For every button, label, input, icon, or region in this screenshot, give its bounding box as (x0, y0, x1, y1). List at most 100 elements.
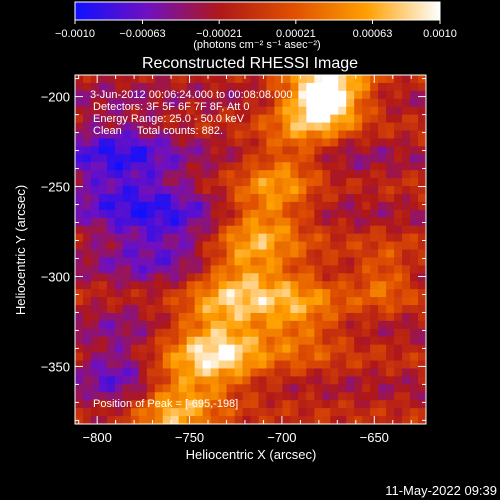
heatmap-cell (178, 360, 188, 370)
heatmap-cell (290, 360, 299, 370)
heatmap-cell (362, 384, 371, 393)
heatmap-cell (410, 352, 419, 362)
heatmap-cell (418, 186, 426, 195)
heatmap-cell (306, 233, 315, 243)
heatmap-cell (162, 186, 172, 195)
heatmap-cell (210, 408, 220, 417)
heatmap-cell (362, 352, 371, 362)
heatmap-cell (370, 170, 379, 179)
heatmap-cell (226, 154, 236, 163)
heatmap-cell (146, 225, 156, 235)
heatmap-cell (290, 392, 299, 401)
heatmap-cell (370, 344, 379, 354)
heatmap-cell (410, 384, 419, 393)
heatmap-cell (394, 281, 403, 290)
heatmap-cell (98, 106, 108, 116)
heatmap-cell (306, 368, 315, 378)
heatmap-cell (418, 281, 426, 290)
heatmap-cell (338, 75, 347, 84)
heatmap-cell (178, 400, 188, 409)
heatmap-cell (234, 122, 244, 132)
heatmap-cell (122, 281, 132, 290)
heatmap-cell (362, 75, 371, 84)
heatmap-cell (162, 336, 172, 346)
heatmap-cell (226, 392, 236, 401)
heatmap-cell (290, 400, 299, 409)
heatmap-cell (106, 297, 116, 306)
heatmap-cell (114, 130, 124, 140)
heatmap-cell (250, 376, 260, 385)
heatmap-cell (386, 249, 395, 259)
heatmap-cell (114, 233, 124, 243)
heatmap-cell (242, 336, 252, 346)
heatmap-cell (98, 368, 108, 378)
heatmap-cell (418, 352, 426, 362)
heatmap-cell (218, 130, 228, 140)
heatmap-cell (418, 201, 426, 211)
heatmap-cell (170, 162, 180, 171)
heatmap-cell (282, 106, 291, 116)
heatmap-cell (378, 130, 387, 140)
heatmap-cell (298, 178, 307, 187)
heatmap-cell (338, 154, 347, 163)
heatmap-cell (170, 201, 180, 211)
annotation-energy-range: Energy Range: 25.0 - 50.0 keV (93, 113, 245, 125)
heatmap-cell (362, 241, 371, 251)
heatmap-cell (322, 384, 331, 393)
heatmap-cell (170, 178, 180, 187)
heatmap-cell (298, 344, 307, 354)
heatmap-cell (338, 384, 347, 393)
heatmap-cell (162, 360, 172, 370)
heatmap-cell (322, 114, 331, 124)
heatmap-cell (114, 209, 124, 219)
heatmap-cell (186, 312, 196, 322)
heatmap-cell (274, 320, 284, 330)
heatmap-cell (178, 297, 188, 306)
heatmap-cell (178, 273, 188, 282)
heatmap-cell (274, 217, 284, 227)
heatmap-cell (218, 249, 228, 259)
heatmap-cell (146, 328, 156, 338)
heatmap-cell (82, 241, 92, 251)
heatmap-cell (242, 312, 252, 322)
heatmap-cell (370, 98, 379, 108)
heatmap-cell (354, 281, 363, 290)
heatmap-cell (186, 75, 196, 84)
heatmap-cell (338, 201, 347, 211)
heatmap-cell (418, 241, 426, 251)
heatmap-cell (242, 249, 252, 259)
heatmap-cell (75, 305, 84, 314)
heatmap-cell (370, 336, 379, 346)
heatmap-cell (298, 98, 307, 108)
heatmap-cell (226, 273, 236, 282)
heatmap-cell (75, 400, 84, 409)
heatmap-cell (362, 233, 371, 243)
heatmap-cell (386, 265, 395, 274)
heatmap-cell (130, 122, 140, 132)
heatmap-cell (402, 297, 411, 306)
heatmap-cell (234, 273, 244, 282)
heatmap-cell (394, 193, 403, 203)
heatmap-cell (410, 344, 419, 354)
heatmap-cell (98, 130, 108, 140)
heatmap-cell (98, 122, 108, 132)
heatmap-cell (250, 289, 260, 298)
heatmap-cell (75, 336, 84, 346)
heatmap-cell (146, 273, 156, 282)
heatmap-cell (242, 98, 252, 108)
heatmap-cell (330, 82, 339, 92)
heatmap-cell (234, 162, 244, 171)
heatmap-cell (218, 273, 228, 282)
heatmap-cell (314, 352, 323, 362)
heatmap-cell (322, 209, 331, 219)
heatmap-cell (250, 209, 260, 219)
heatmap-cell (394, 170, 403, 179)
heatmap-cell (210, 249, 220, 259)
heatmap-cell (330, 281, 339, 290)
heatmap-cell (122, 154, 132, 163)
heatmap-cell (346, 98, 355, 108)
heatmap-cell (394, 312, 403, 322)
heatmap-cell (130, 305, 140, 314)
heatmap-cell (82, 289, 92, 298)
heatmap-cell (202, 201, 212, 211)
